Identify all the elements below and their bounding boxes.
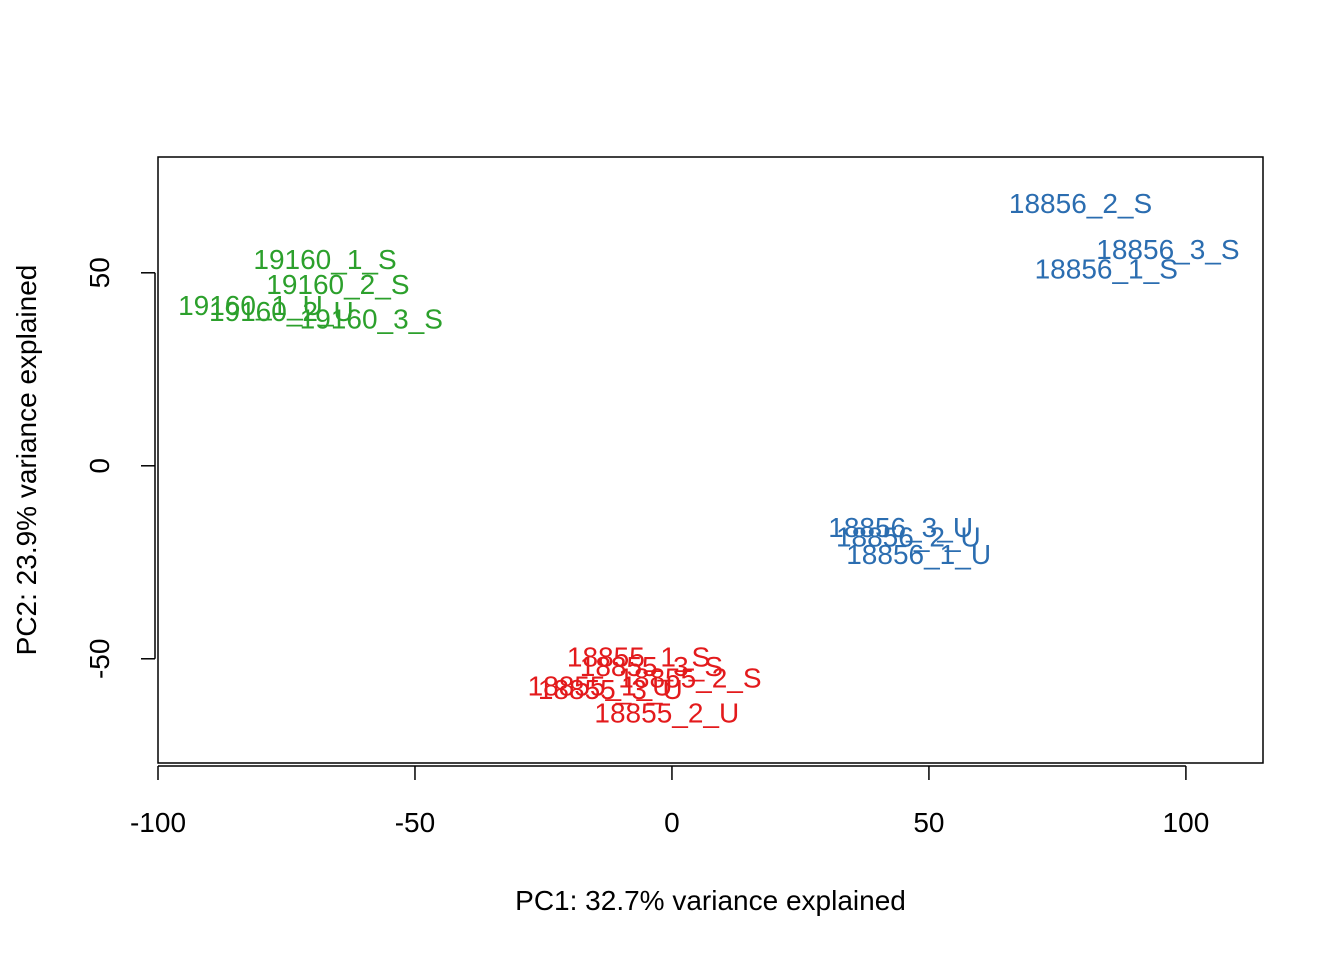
axes-layer: -100 -50 0 50 100 -50 0 50 bbox=[84, 156, 1264, 838]
x-tick-label: -50 bbox=[395, 807, 435, 838]
y-axis-title: PC2: 23.9% variance explained bbox=[11, 265, 42, 656]
point-label-18856_1_U: 18856_1_U bbox=[846, 539, 991, 570]
x-tick-label: 0 bbox=[664, 807, 680, 838]
point-label-18856_2_S: 18856_2_S bbox=[1009, 188, 1152, 219]
point-label-18855_3_U: 18855_3_U bbox=[538, 674, 683, 705]
point-labels-layer: 19160_1_S19160_2_S19160_1_U19160_2_U1916… bbox=[178, 188, 1239, 729]
point-label-18855_3_S: 18855_3_S bbox=[580, 651, 723, 682]
point-label-19160_3_S: 19160_3_S bbox=[300, 304, 443, 335]
point-label-18855_1_U: 18855_1_U bbox=[528, 670, 673, 701]
y-tick-label: 50 bbox=[84, 257, 115, 288]
x-tick-label: 100 bbox=[1163, 807, 1210, 838]
x-axis-title: PC1: 32.7% variance explained bbox=[515, 885, 906, 916]
point-label-18855_1_S: 18855_1_S bbox=[567, 641, 710, 672]
point-label-18856_3_U: 18856_3_U bbox=[828, 512, 973, 543]
x-tick-label: 50 bbox=[913, 807, 944, 838]
point-label-18856_1_S: 18856_1_S bbox=[1035, 253, 1178, 284]
point-label-19160_2_S: 19160_2_S bbox=[266, 269, 409, 300]
point-label-18856_3_S: 18856_3_S bbox=[1096, 234, 1239, 265]
point-label-18856_2_U: 18856_2_U bbox=[836, 522, 981, 553]
plot-frame bbox=[157, 156, 1264, 764]
point-label-19160_1_S: 19160_1_S bbox=[253, 244, 396, 275]
point-label-18855_2_S: 18855_2_S bbox=[618, 663, 761, 694]
y-tick-label: -50 bbox=[84, 639, 115, 679]
point-label-19160_1_U: 19160_1_U bbox=[178, 290, 323, 321]
x-tick-label: -100 bbox=[130, 807, 186, 838]
point-label-18855_2_U: 18855_2_U bbox=[594, 697, 739, 728]
point-label-19160_2_U: 19160_2_U bbox=[209, 296, 354, 327]
y-tick-label: 0 bbox=[84, 458, 115, 474]
